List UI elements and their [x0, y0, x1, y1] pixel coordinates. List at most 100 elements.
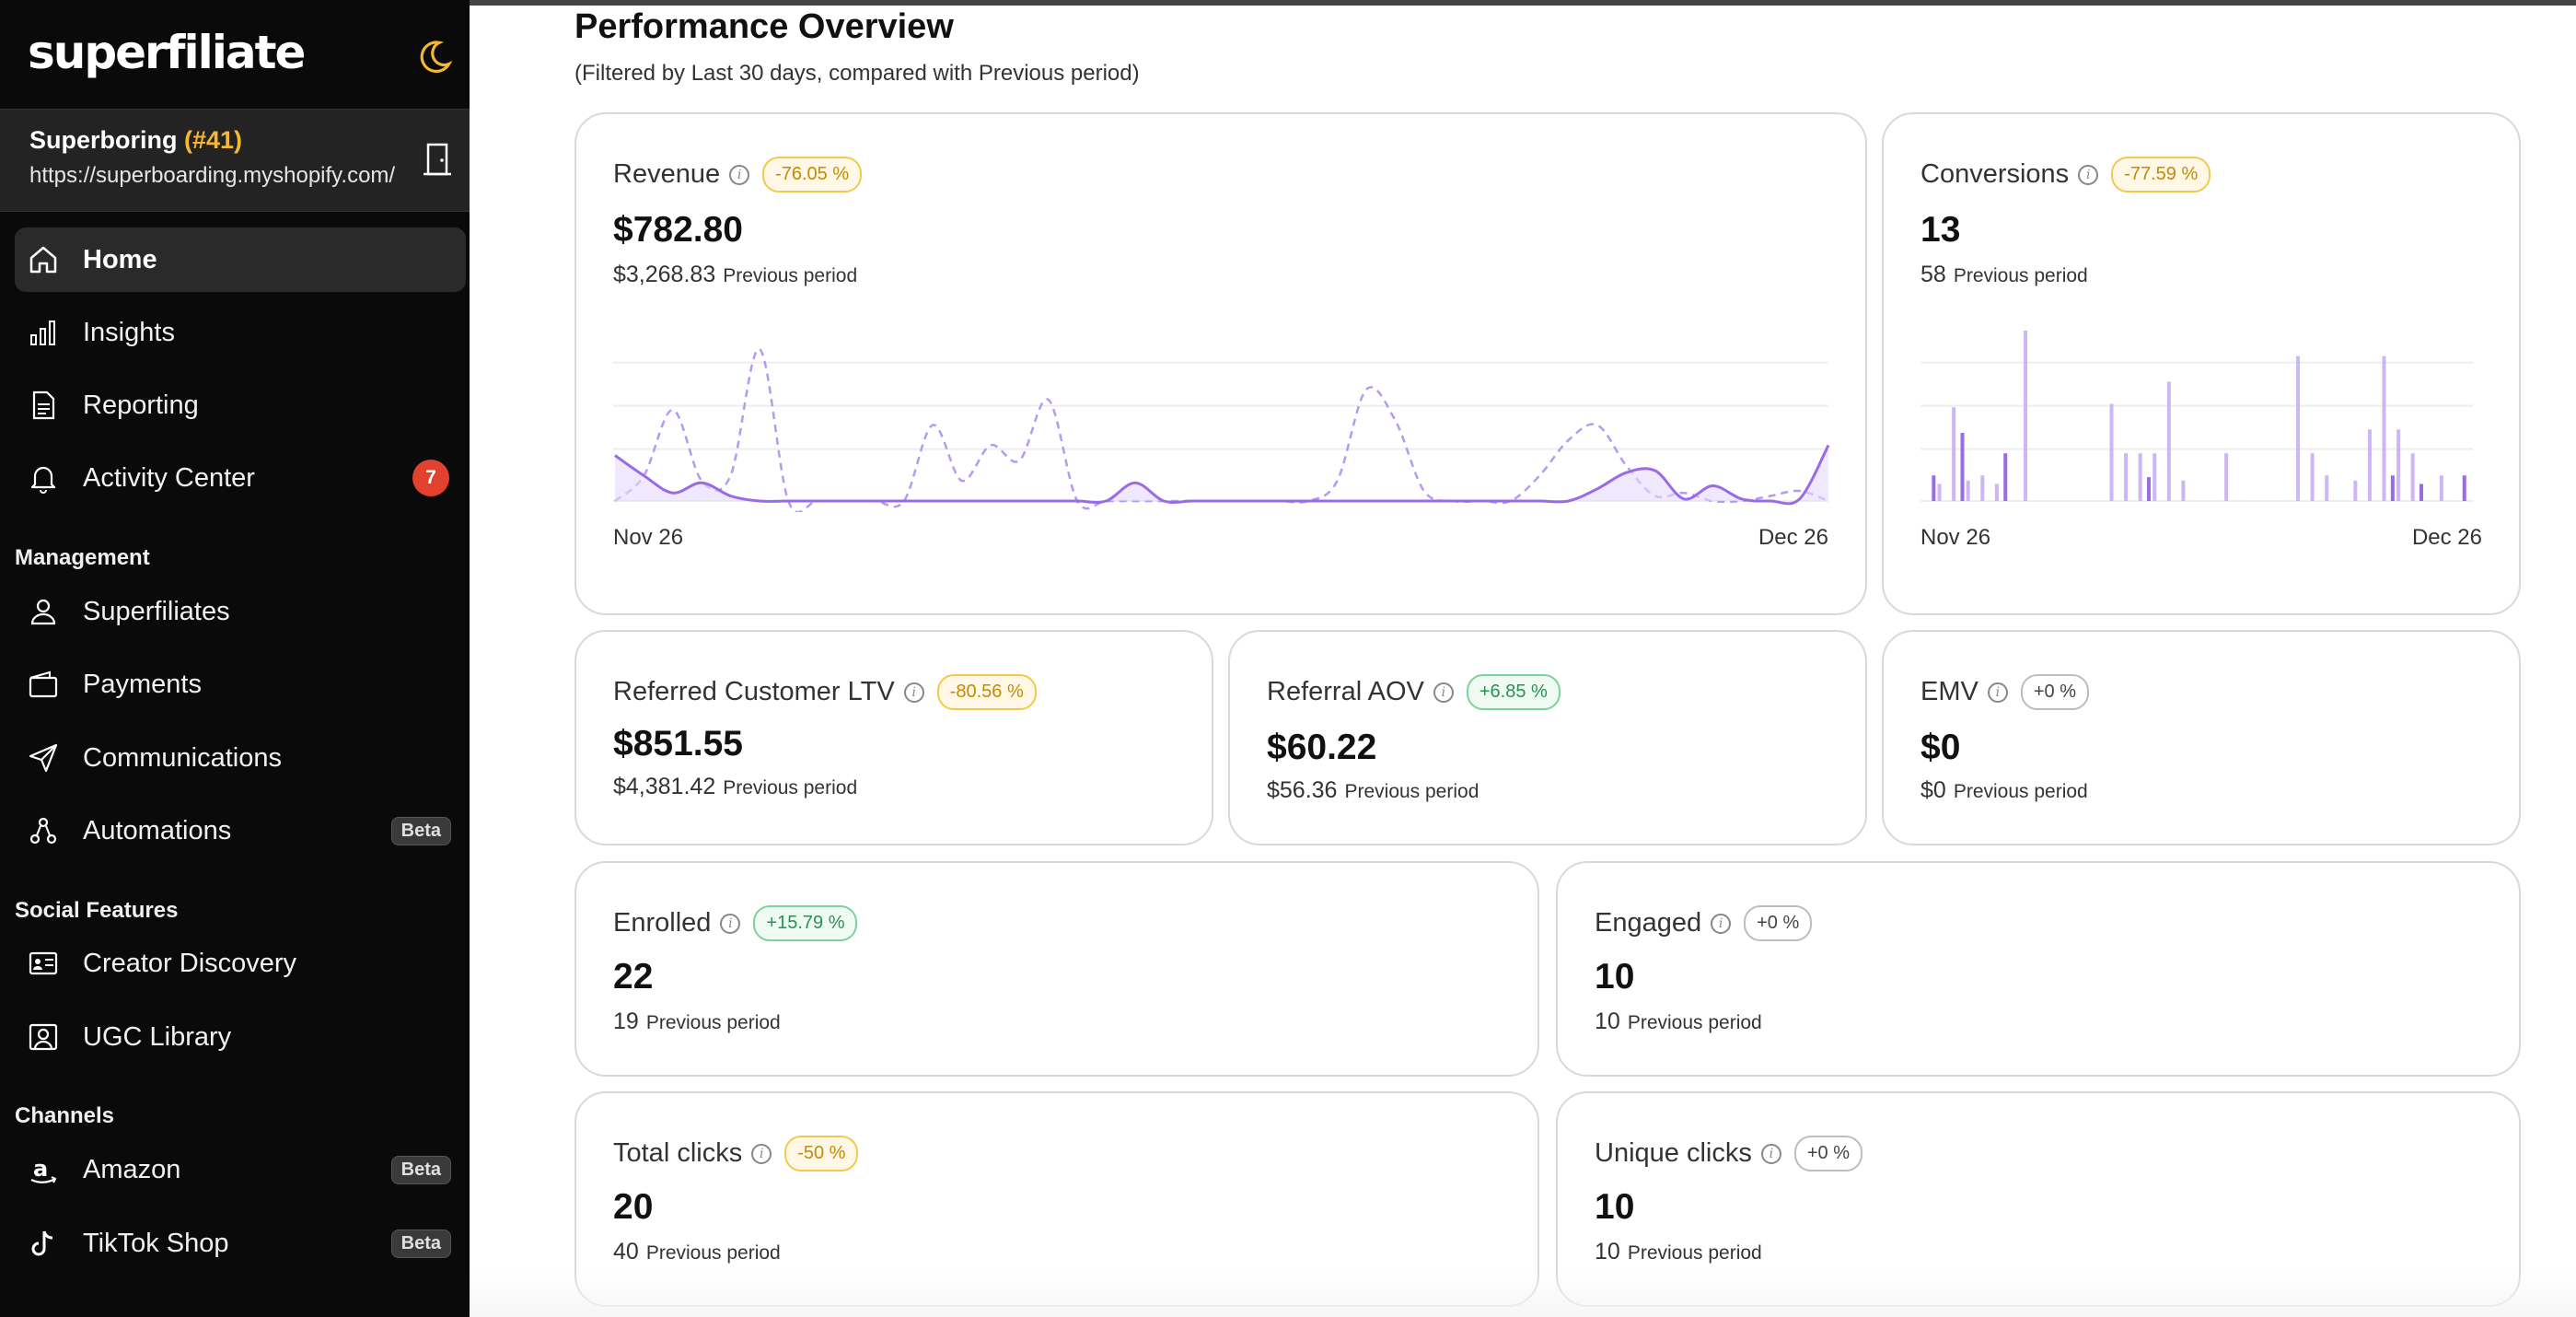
card-value: $782.80 [613, 210, 743, 250]
send-icon [29, 743, 58, 773]
previous-period-bar [1966, 480, 1970, 501]
page-subtitle: (Filtered by Last 30 days, compared with… [574, 61, 1140, 86]
sidebar-item-automations[interactable]: Automations Beta [15, 798, 466, 863]
previous-period-bar [2138, 453, 2142, 501]
change-badge: +0 % [2020, 674, 2089, 710]
previous-period-bar [2181, 480, 2186, 501]
info-icon[interactable]: i [1760, 1143, 1781, 1164]
sidebar-item-reporting[interactable]: Reporting [15, 373, 466, 437]
card-header: Referred Customer LTV i -80.56 % [613, 674, 1037, 710]
card-value: 20 [613, 1187, 654, 1227]
enrolled-card[interactable]: Enrolled i +15.79 % 22 19 Previous period [574, 861, 1539, 1077]
previous-label: Previous period [723, 265, 858, 286]
scroll-fade [470, 1271, 2576, 1317]
section-title-channels: Channels [15, 1103, 115, 1128]
bell-icon [30, 466, 56, 494]
card-value: 10 [1595, 957, 1635, 996]
card-previous: $3,268.83 Previous period [613, 262, 857, 288]
card-previous: $0 Previous period [1920, 777, 2088, 804]
info-icon[interactable]: i [2078, 164, 2099, 185]
previous-period-bar [2109, 403, 2114, 501]
previous-period-bar [2296, 355, 2301, 501]
revenue-card[interactable]: Revenue i -76.05 % $782.80 $3,268.83 Prev… [574, 112, 1867, 615]
previous-label: Previous period [1627, 1012, 1762, 1033]
sidebar-item-ugc-library[interactable]: UGC Library [15, 1005, 466, 1069]
previous-value: $3,268.83 [613, 262, 716, 287]
previous-period-bar [2166, 381, 2171, 501]
sidebar-item-amazon[interactable]: a Amazon Beta [15, 1137, 466, 1202]
store-name: Superboring (#41) [29, 126, 243, 154]
sidebar-item-communications[interactable]: Communications [15, 726, 466, 790]
sidebar-item-creator-discovery[interactable]: Creator Discovery [15, 931, 466, 996]
sidebar-item-superfiliates[interactable]: Superfiliates [15, 579, 466, 644]
sidebar-item-label: UGC Library [83, 1021, 232, 1052]
id-card-icon [29, 951, 58, 975]
sidebar-item-label: Automations [83, 815, 232, 845]
engaged-card[interactable]: Engaged i +0 % 10 10 Previous period [1556, 861, 2521, 1077]
card-value: $0 [1920, 728, 1961, 767]
card-value: $851.55 [613, 724, 743, 763]
info-icon[interactable]: i [903, 682, 924, 703]
change-badge: +6.85 % [1466, 674, 1561, 710]
current-period-area [615, 445, 1828, 504]
change-badge: -76.05 % [762, 157, 863, 192]
card-value: 13 [1920, 210, 1961, 250]
info-icon[interactable]: i [729, 164, 750, 185]
previous-period-bar [2310, 453, 2315, 501]
sidebar-item-tiktok-shop[interactable]: TikTok Shop Beta [15, 1211, 466, 1276]
previous-label: Previous period [1953, 781, 2088, 802]
previous-period-bar [1994, 484, 1999, 501]
current-period-bar [2462, 475, 2466, 501]
sidebar-item-activity-center[interactable]: Activity Center 7 [15, 446, 466, 510]
info-icon[interactable]: i [1711, 913, 1732, 934]
user-icon [30, 599, 56, 625]
previous-period-bar [2396, 429, 2401, 501]
emv-card[interactable]: EMV i +0 % $0 $0 Previous period [1882, 630, 2521, 845]
card-header: Total clicks i -50 % [613, 1136, 859, 1171]
previous-label: Previous period [645, 1012, 781, 1033]
sidebar-item-home[interactable]: Home [15, 227, 466, 292]
sidebar-item-label: Creator Discovery [83, 948, 297, 978]
x-axis-end-label: Dec 26 [1758, 525, 1828, 550]
previous-period-bar [2024, 331, 2028, 501]
conversions-card[interactable]: Conversions i -77.59 % 13 58 Previous per… [1882, 112, 2521, 615]
image-user-icon [29, 1023, 58, 1051]
sidebar-item-payments[interactable]: Payments [15, 652, 466, 717]
section-title-management: Management [15, 545, 150, 570]
referred-customer-ltv-card[interactable]: Referred Customer LTV i -80.56 % $851.55… [574, 630, 1213, 845]
sidebar-item-insights[interactable]: Insights [15, 300, 466, 365]
info-icon[interactable]: i [1987, 682, 2008, 703]
referral-aov-card[interactable]: Referral AOV i +6.85 % $60.22 $56.36 Prev… [1228, 630, 1867, 845]
bar-chart-icon [30, 321, 55, 345]
section-title-social-features: Social Features [15, 898, 179, 923]
home-icon [29, 246, 57, 274]
card-previous: 58 Previous period [1920, 262, 2088, 288]
change-badge: -50 % [784, 1136, 859, 1171]
card-previous: $4,381.42 Previous period [613, 774, 857, 800]
card-header: Referral AOV i +6.85 % [1267, 674, 1561, 710]
sidebar-item-label: Communications [83, 742, 282, 773]
previous-value: 40 [613, 1239, 639, 1265]
card-header: Revenue i -76.05 % [613, 157, 863, 192]
info-icon[interactable]: i [1433, 682, 1454, 703]
previous-label: Previous period [1344, 781, 1479, 802]
logout-door-icon[interactable] [422, 141, 453, 178]
sidebar-item-label: Reporting [83, 390, 199, 420]
sidebar-item-label: Payments [83, 669, 202, 699]
sidebar-item-label: Amazon [83, 1154, 181, 1184]
moon-icon[interactable] [416, 37, 455, 76]
change-badge: +0 % [1793, 1136, 1862, 1171]
current-period-bar [2390, 475, 2395, 501]
card-title: Referred Customer LTV [613, 677, 895, 706]
logo[interactable]: superfiliate [28, 26, 306, 79]
change-badge: -80.56 % [936, 674, 1037, 710]
card-previous: 40 Previous period [613, 1239, 781, 1265]
store-switcher[interactable]: Superboring (#41) https://superboarding.… [0, 109, 470, 212]
previous-period-bar [2124, 453, 2129, 501]
info-icon[interactable]: i [751, 1143, 772, 1164]
info-icon[interactable]: i [720, 913, 741, 934]
previous-period-bar [1937, 484, 1942, 501]
card-header: Conversions i -77.59 % [1920, 157, 2211, 192]
sidebar-item-label: TikTok Shop [83, 1228, 229, 1258]
previous-period-bar [2152, 453, 2157, 501]
